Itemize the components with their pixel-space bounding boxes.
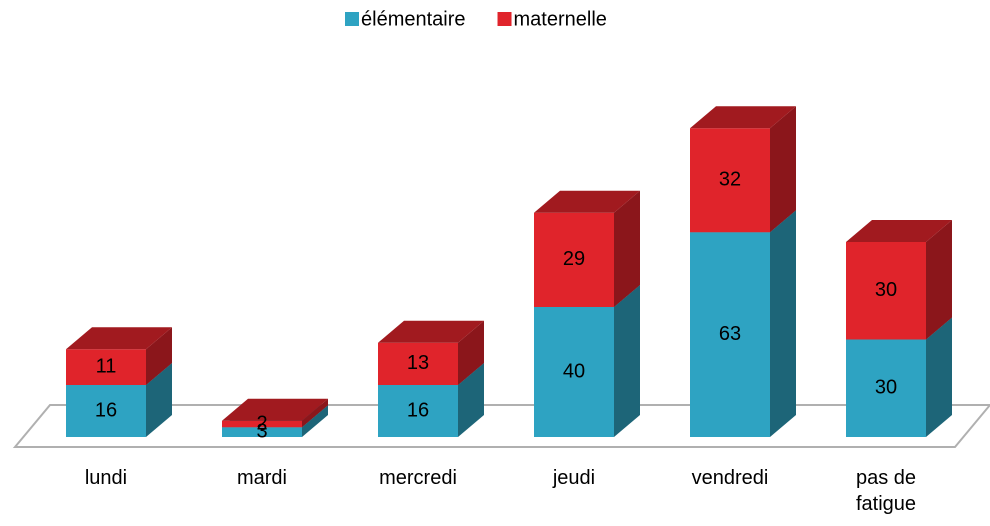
bar-side — [614, 190, 640, 307]
bar-top — [846, 220, 952, 242]
legend-swatch — [497, 12, 512, 26]
bar-front — [378, 342, 458, 385]
x-tick-label: lundi — [84, 467, 128, 489]
bar-top — [222, 398, 328, 421]
data-label: 16 — [407, 399, 429, 421]
bar-side — [926, 317, 952, 437]
bar-front — [846, 339, 926, 437]
bar-side — [614, 285, 640, 437]
bar-front — [846, 242, 926, 340]
bar-front — [378, 385, 458, 437]
bar-side — [146, 363, 172, 437]
bar-side — [302, 398, 328, 428]
x-tick-label: pas de fatigue — [855, 467, 917, 515]
data-label: 13 — [407, 352, 429, 374]
data-label: 11 — [96, 355, 117, 377]
bar-front — [690, 128, 770, 233]
bar-front — [66, 349, 146, 385]
bar-side — [926, 220, 952, 340]
x-tick-label: mardi — [236, 467, 287, 489]
legend-label: élémentaire — [361, 8, 466, 30]
bar-side — [458, 320, 484, 385]
bar-segment — [534, 285, 640, 437]
bar-front — [66, 385, 146, 437]
data-label: 32 — [719, 169, 741, 191]
x-tick-label: vendredi — [691, 467, 769, 489]
bar-top — [690, 106, 796, 129]
data-label: 3 — [256, 420, 267, 442]
bar-side — [770, 106, 796, 233]
bar-side — [146, 327, 172, 385]
data-label: 63 — [719, 323, 741, 345]
data-label: 30 — [875, 377, 897, 399]
data-label: 40 — [563, 360, 585, 382]
data-label: 2 — [256, 412, 267, 434]
bar-side — [302, 405, 328, 437]
x-tick-label: mercredi — [379, 467, 457, 489]
bar-front — [222, 427, 302, 437]
bar-segment — [690, 106, 796, 233]
bar-top — [66, 327, 172, 350]
x-tick-label: jeudi — [552, 467, 596, 489]
bar-segment — [378, 320, 484, 385]
bar-segment — [66, 327, 172, 385]
legend-label: maternelle — [514, 8, 607, 30]
data-label: 30 — [875, 279, 897, 301]
data-label: 16 — [95, 399, 117, 421]
bar-front — [690, 232, 770, 437]
bar-top — [534, 190, 640, 213]
bar-side — [770, 210, 796, 437]
bar-side — [458, 363, 484, 437]
bar-segment — [690, 210, 796, 437]
bar-top — [378, 320, 484, 343]
bar-segment — [534, 190, 640, 307]
bar-front — [534, 212, 614, 307]
bar-segment — [846, 220, 952, 340]
data-label: 29 — [563, 248, 585, 270]
bar-front — [222, 420, 302, 428]
bar-front — [534, 307, 614, 437]
bar-segment — [222, 398, 328, 428]
legend-swatch — [345, 12, 359, 26]
